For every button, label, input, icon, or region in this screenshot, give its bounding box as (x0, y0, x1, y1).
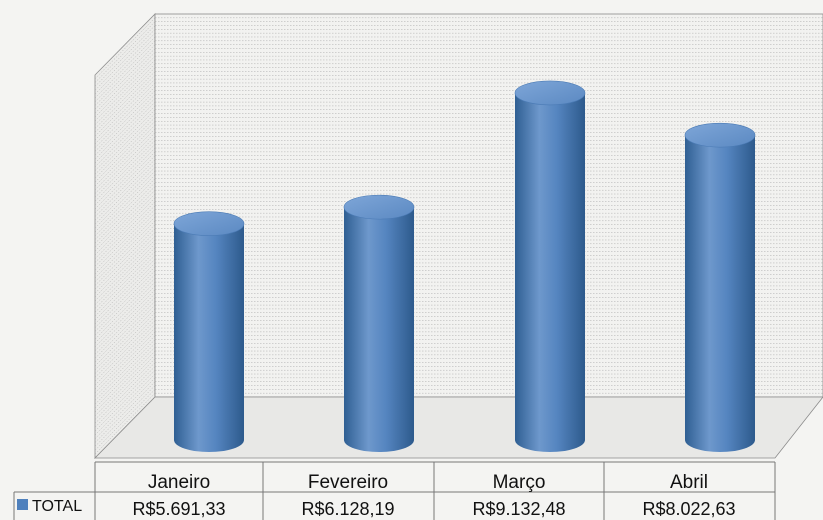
value-label-fevereiro: R$6.128,19 (301, 499, 394, 519)
category-label-janeiro: Janeiro (148, 472, 210, 493)
value-label-abril: R$8.022,63 (642, 499, 735, 519)
value-label-marco: R$9.132,48 (472, 499, 565, 519)
bar-top (343, 194, 415, 220)
bar-abril (684, 122, 756, 452)
bar-top (514, 80, 586, 106)
legend-entry: TOTAL (17, 498, 82, 515)
category-label-marco: Março (493, 472, 546, 493)
bar-marco (514, 80, 586, 452)
value-label-janeiro: R$5.691,33 (132, 499, 225, 519)
category-label-fevereiro: Fevereiro (308, 472, 388, 493)
bars-group (173, 80, 756, 452)
gridlines (94, 13, 823, 459)
legend-label: TOTAL (32, 498, 82, 515)
bar-top (684, 122, 756, 148)
bar-top (173, 211, 245, 237)
bar-body (344, 207, 414, 452)
bar-body (515, 92, 585, 452)
category-label-abril: Abril (670, 472, 708, 493)
bar-body (174, 223, 244, 452)
legend-swatch (17, 499, 28, 510)
data-table: TOTAL Janeiro Fevereiro Março Abril R$5.… (13, 461, 776, 520)
bar-fevereiro (343, 194, 415, 452)
bar-body (685, 135, 755, 452)
bar-janeiro (173, 211, 245, 452)
